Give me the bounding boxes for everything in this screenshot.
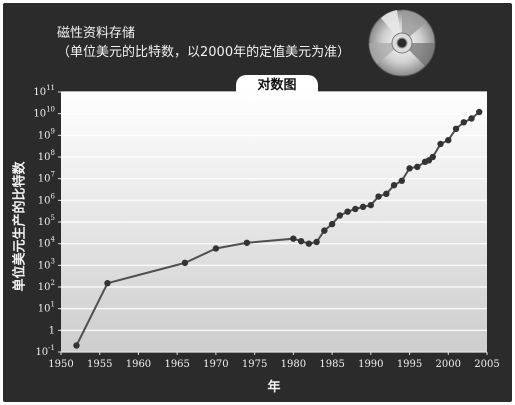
x-tick-label-1950: 1950	[48, 359, 73, 370]
cd-disc-icon	[368, 9, 436, 77]
data-point-4	[243, 239, 251, 246]
data-point-17	[383, 190, 390, 198]
x-tick-label-2005: 2005	[474, 359, 499, 370]
data-point-2	[181, 259, 189, 267]
y-tick-label: 105	[38, 214, 55, 228]
y-tick-label: 103	[38, 257, 55, 271]
data-point-19	[398, 177, 405, 184]
data-point-29	[468, 115, 475, 122]
data-point-25	[437, 140, 444, 148]
x-axis-label: 年	[267, 380, 281, 395]
data-point-11	[336, 212, 344, 219]
data-point-8	[313, 238, 320, 246]
y-tick-label: 104	[38, 236, 56, 250]
x-tick-label-1965: 1965	[164, 359, 189, 370]
data-point-30	[476, 108, 483, 116]
data-point-24	[429, 153, 436, 161]
data-point-7	[305, 240, 313, 247]
data-point-26	[445, 136, 452, 144]
chart-title: 磁性资料存储 （单位美元的比特数，以2000年的定值美元为准）	[57, 24, 350, 62]
data-point-21	[414, 163, 421, 171]
data-point-18	[390, 181, 398, 189]
data-point-3	[212, 245, 220, 252]
x-tick-label-1955: 1955	[87, 359, 112, 370]
y-tick-label: 101	[38, 301, 55, 315]
y-tick-label: 102	[38, 279, 55, 293]
title-line-2: （单位美元的比特数，以2000年的定值美元为准）	[57, 45, 351, 60]
data-point-1	[104, 279, 111, 287]
data-point-15	[367, 201, 375, 209]
y-tick-label: 1	[49, 325, 55, 336]
data-point-28	[460, 119, 467, 126]
x-tick-label-1980: 1980	[281, 359, 306, 370]
data-point-12	[344, 208, 351, 215]
data-point-13	[352, 205, 359, 213]
data-point-27	[452, 125, 460, 133]
x-tick-label-1975: 1975	[242, 359, 267, 370]
y-tick-label: 109	[38, 127, 55, 141]
title-line-1: 磁性资料存储	[57, 26, 136, 41]
y-tick-label: 107	[38, 171, 55, 185]
x-tick-label-1990: 1990	[358, 359, 383, 370]
data-point-0	[73, 342, 80, 349]
x-tick-label-1995: 1995	[397, 359, 422, 370]
x-tick-label-1960: 1960	[126, 359, 151, 370]
data-point-9	[321, 227, 328, 234]
x-tick-label-2000: 2000	[436, 359, 461, 370]
y-tick-label: 106	[38, 192, 56, 206]
data-point-5	[290, 235, 297, 242]
y-tick-label: 1011	[33, 84, 55, 98]
y-tick-label: 1010	[33, 106, 55, 120]
x-tick-label-1985: 1985	[319, 359, 344, 370]
y-tick-label: 108	[38, 149, 55, 163]
data-point-14	[359, 203, 367, 211]
y-tick-label: 10-1	[35, 344, 55, 358]
x-tick-label-1970: 1970	[203, 359, 228, 370]
data-point-20	[406, 165, 413, 172]
data-point-10	[328, 220, 336, 228]
data-point-16	[375, 193, 382, 200]
data-point-6	[297, 237, 305, 245]
